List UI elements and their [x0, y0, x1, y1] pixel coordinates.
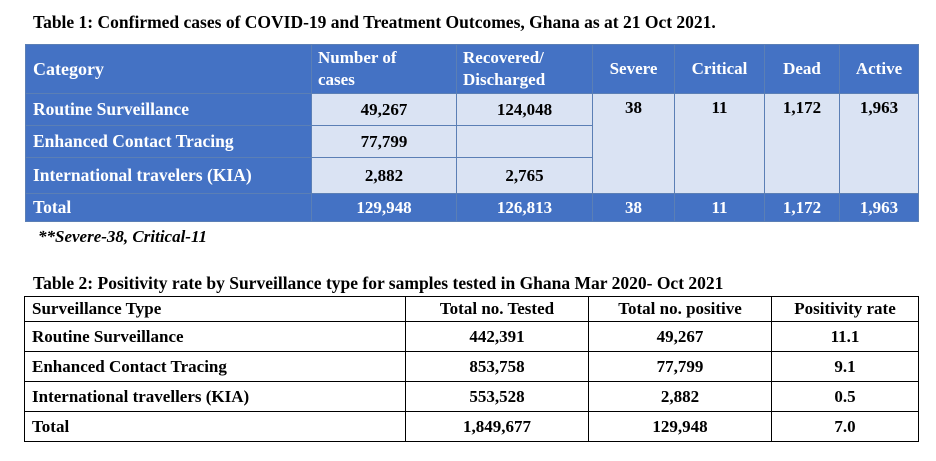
table1-caption: Table 1: Confirmed cases of COVID-19 and…: [33, 12, 716, 32]
table-row: Routine Surveillance 49,267 124,048 38 1…: [25, 93, 919, 194]
header-positivity-rate: Positivity rate: [771, 296, 919, 322]
positive-cell: 77,799: [588, 351, 772, 382]
cases-cell: 49,267: [311, 93, 457, 126]
total-dead: 1,172: [764, 193, 840, 222]
rate-cell: 9.1: [771, 351, 919, 382]
rate-cell: 0.5: [771, 381, 919, 412]
header-category: Category: [25, 44, 312, 94]
critical-merged-cell: 11: [674, 93, 765, 194]
header-total-positive: Total no. positive: [588, 296, 772, 322]
covid-cases-table: Category Number of cases Recovered/Discha…: [25, 44, 919, 222]
table2-total-row: Total 1,849,677 129,948 7.0: [24, 411, 919, 442]
rate-cell: 7.0: [771, 411, 919, 442]
table1-footnote: **Severe-38, Critical-11: [38, 227, 208, 246]
recovered-cell: 124,048: [456, 93, 593, 126]
severe-merged-cell: 38: [592, 93, 675, 194]
header-recovered: Recovered/Discharged: [456, 44, 593, 94]
positive-cell: 49,267: [588, 321, 772, 352]
positive-cell: 129,948: [588, 411, 772, 442]
cases-cell: 77,799: [311, 125, 457, 158]
tested-cell: 853,758: [405, 351, 589, 382]
total-recovered: 126,813: [456, 193, 593, 222]
total-label: Total: [25, 193, 312, 222]
row-label: International travelers (KIA): [25, 157, 312, 194]
tested-cell: 1,849,677: [405, 411, 589, 442]
table1-header-row: Category Number of cases Recovered/Discha…: [25, 44, 919, 94]
table-row: International travellers (KIA) 553,528 2…: [24, 381, 919, 412]
row-label: Total: [24, 411, 406, 442]
table-row: Routine Surveillance 442,391 49,267 11.1: [24, 321, 919, 352]
tested-cell: 553,528: [405, 381, 589, 412]
header-surveillance-type: Surveillance Type: [24, 296, 406, 322]
rate-cell: 11.1: [771, 321, 919, 352]
total-critical: 11: [674, 193, 765, 222]
dead-merged-cell: 1,172: [764, 93, 840, 194]
header-severe: Severe: [592, 44, 675, 94]
recovered-cell: 2,765: [456, 157, 593, 194]
header-active: Active: [839, 44, 919, 94]
header-total-tested: Total no. Tested: [405, 296, 589, 322]
table-row: Enhanced Contact Tracing 853,758 77,799 …: [24, 351, 919, 382]
header-critical: Critical: [674, 44, 765, 94]
row-label: International travellers (KIA): [24, 381, 406, 412]
row-label: Routine Surveillance: [24, 321, 406, 352]
tested-cell: 442,391: [405, 321, 589, 352]
positivity-rate-table: Surveillance Type Total no. Tested Total…: [24, 296, 919, 442]
row-label: Enhanced Contact Tracing: [24, 351, 406, 382]
table1-total-row: Total 129,948 126,813 38 11 1,172 1,963: [25, 193, 919, 222]
total-cases: 129,948: [311, 193, 457, 222]
active-merged-cell: 1,963: [839, 93, 919, 194]
header-dead: Dead: [764, 44, 840, 94]
table2-header-row: Surveillance Type Total no. Tested Total…: [24, 296, 919, 322]
header-number-of-cases: Number of cases: [311, 44, 457, 94]
cases-cell: 2,882: [311, 157, 457, 194]
positive-cell: 2,882: [588, 381, 772, 412]
recovered-cell: [456, 125, 593, 158]
table-row: Enhanced Contact Tracing 77,799: [25, 125, 919, 158]
row-label: Routine Surveillance: [25, 93, 312, 126]
total-active: 1,963: [839, 193, 919, 222]
row-label: Enhanced Contact Tracing: [25, 125, 312, 158]
total-severe: 38: [592, 193, 675, 222]
table-row: International travelers (KIA) 2,882 2,76…: [25, 157, 919, 194]
table2-caption: Table 2: Positivity rate by Surveillance…: [33, 273, 724, 293]
